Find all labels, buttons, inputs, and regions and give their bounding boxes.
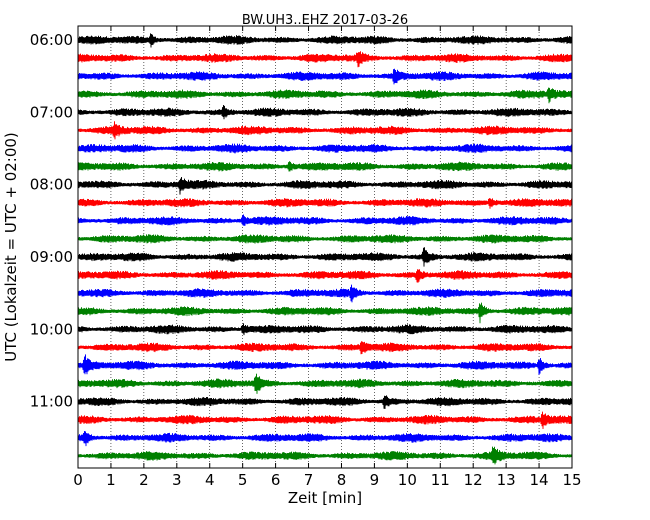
seismic-trace <box>77 198 573 209</box>
seismic-trace <box>77 341 573 355</box>
x-tick-label: 11 <box>431 471 450 489</box>
x-tick-label: 14 <box>530 471 549 489</box>
seismic-trace <box>77 33 573 48</box>
x-axis-label: Zeit [min] <box>288 489 362 507</box>
x-tick-label: 4 <box>205 471 215 489</box>
x-tick-label: 1 <box>106 471 116 489</box>
seismic-trace <box>77 431 573 447</box>
y-axis-ticks: 06:00 07:00 08:00 09:00 10:00 11:00 <box>30 31 572 411</box>
y-tick-label: 07:00 <box>30 103 73 121</box>
seismic-trace <box>77 51 573 68</box>
seismic-trace <box>77 143 573 154</box>
seismic-trace <box>77 395 573 409</box>
y-tick-label: 08:00 <box>30 176 73 194</box>
plot-frame <box>77 25 573 469</box>
chart-title: BW.UH3..EHZ 2017-03-26 <box>242 13 408 28</box>
x-tick-label: 13 <box>497 471 516 489</box>
y-tick-label: 10:00 <box>30 320 73 338</box>
seismic-trace <box>77 323 573 336</box>
x-tick-label: 7 <box>304 471 314 489</box>
x-tick-label: 2 <box>139 471 149 489</box>
y-axis-label: UTC (Lokalzeit = UTC + 02:00) <box>2 132 20 362</box>
x-tick-label: 5 <box>238 471 248 489</box>
x-tick-label: 8 <box>337 471 347 489</box>
seismic-trace <box>77 446 573 465</box>
x-tick-label: 9 <box>370 471 380 489</box>
seismic-trace <box>77 105 573 120</box>
seismic-trace <box>77 284 573 303</box>
x-tick-label: 10 <box>398 471 417 489</box>
seismic-trace <box>77 161 573 172</box>
x-tick-label: 6 <box>271 471 281 489</box>
seismic-traces <box>77 33 573 465</box>
y-tick-label: 09:00 <box>30 248 73 266</box>
x-tick-label: 15 <box>562 471 581 489</box>
seismic-trace <box>77 411 573 429</box>
x-axis-ticks: 0 1 2 3 4 5 6 7 8 9 10 11 12 13 14 15 <box>73 26 582 489</box>
seismic-trace <box>77 354 573 375</box>
seismic-trace <box>77 214 573 226</box>
seismic-trace <box>77 68 573 85</box>
seismic-trace <box>77 177 573 195</box>
seismic-trace <box>77 247 573 267</box>
seismic-trace <box>77 87 573 104</box>
seismic-trace <box>77 302 573 324</box>
x-tick-label: 0 <box>73 471 83 489</box>
seismic-trace <box>77 234 573 244</box>
seismic-trace <box>77 269 573 283</box>
y-tick-label: 11:00 <box>30 393 73 411</box>
seismic-trace <box>77 121 573 140</box>
seismic-trace <box>77 373 573 394</box>
y-tick-label: 06:00 <box>30 31 73 49</box>
x-tick-label: 12 <box>464 471 483 489</box>
x-tick-label: 3 <box>172 471 182 489</box>
